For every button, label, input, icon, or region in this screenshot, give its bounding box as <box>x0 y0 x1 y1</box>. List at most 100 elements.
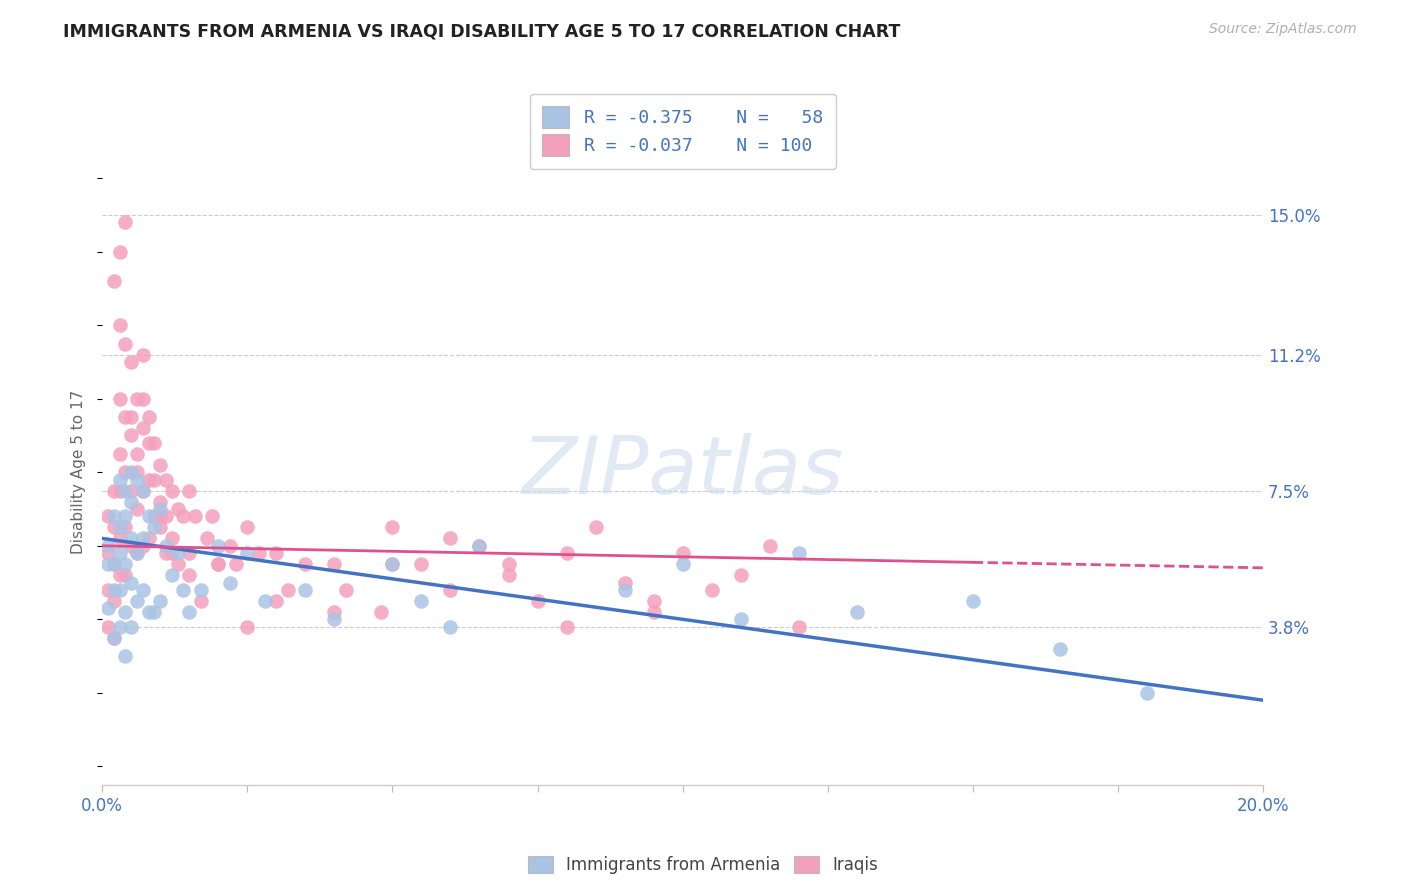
Point <box>207 557 229 571</box>
Point <box>125 546 148 560</box>
Point <box>179 568 201 582</box>
Point <box>97 539 120 553</box>
Point <box>120 539 142 553</box>
Point <box>585 520 607 534</box>
Point <box>179 483 201 498</box>
Point <box>1136 686 1159 700</box>
Point <box>143 473 166 487</box>
Point <box>132 582 155 597</box>
Point <box>498 557 520 571</box>
Point <box>108 546 131 560</box>
Point <box>160 568 183 582</box>
Point <box>160 532 183 546</box>
Point <box>143 509 166 524</box>
Point <box>97 620 120 634</box>
Point <box>103 483 125 498</box>
Point <box>323 557 346 571</box>
Point <box>108 520 131 534</box>
Point <box>103 509 125 524</box>
Point <box>236 620 259 634</box>
Point <box>266 594 288 608</box>
Point <box>190 594 212 608</box>
Point <box>253 594 276 608</box>
Point <box>125 594 148 608</box>
Point <box>730 612 752 626</box>
Point <box>845 605 868 619</box>
Point <box>108 582 131 597</box>
Point <box>166 557 188 571</box>
Point <box>155 509 177 524</box>
Point <box>323 612 346 626</box>
Point <box>236 520 259 534</box>
Point <box>166 546 188 560</box>
Point <box>219 575 242 590</box>
Point <box>149 594 172 608</box>
Point <box>132 392 155 406</box>
Text: ZIPatlas: ZIPatlas <box>522 434 844 511</box>
Point <box>787 620 810 634</box>
Point <box>103 520 125 534</box>
Point <box>730 568 752 582</box>
Point <box>149 494 172 508</box>
Point <box>114 215 136 229</box>
Point <box>108 318 131 333</box>
Point <box>103 582 125 597</box>
Point <box>160 546 183 560</box>
Point <box>381 520 404 534</box>
Point <box>758 539 780 553</box>
Text: Source: ZipAtlas.com: Source: ZipAtlas.com <box>1209 22 1357 37</box>
Point <box>468 539 491 553</box>
Point <box>103 557 125 571</box>
Point <box>277 582 299 597</box>
Point <box>120 355 142 369</box>
Point <box>120 620 142 634</box>
Point <box>125 502 148 516</box>
Legend: R = -0.375    N =   58, R = -0.037    N = 100: R = -0.375 N = 58, R = -0.037 N = 100 <box>530 94 835 169</box>
Point <box>132 421 155 435</box>
Point <box>184 509 207 524</box>
Point <box>138 473 160 487</box>
Point <box>294 582 316 597</box>
Point <box>411 557 433 571</box>
Point <box>1049 641 1071 656</box>
Point <box>149 502 172 516</box>
Point <box>149 520 172 534</box>
Legend: Immigrants from Armenia, Iraqis: Immigrants from Armenia, Iraqis <box>523 851 883 880</box>
Point <box>155 539 177 553</box>
Point <box>108 568 131 582</box>
Point <box>97 601 120 615</box>
Point <box>498 568 520 582</box>
Point <box>114 520 136 534</box>
Point <box>555 546 578 560</box>
Point <box>120 494 142 508</box>
Point <box>439 532 461 546</box>
Point <box>132 539 155 553</box>
Point <box>149 458 172 472</box>
Point <box>125 447 148 461</box>
Point <box>114 336 136 351</box>
Point <box>526 594 548 608</box>
Point <box>120 410 142 425</box>
Point <box>97 546 120 560</box>
Point <box>125 546 148 560</box>
Point <box>225 557 247 571</box>
Point <box>143 605 166 619</box>
Point <box>138 509 160 524</box>
Point <box>201 509 224 524</box>
Point <box>411 594 433 608</box>
Point <box>114 465 136 479</box>
Point <box>155 473 177 487</box>
Point <box>120 532 142 546</box>
Text: IMMIGRANTS FROM ARMENIA VS IRAQI DISABILITY AGE 5 TO 17 CORRELATION CHART: IMMIGRANTS FROM ARMENIA VS IRAQI DISABIL… <box>63 22 901 40</box>
Point <box>166 502 188 516</box>
Point <box>190 582 212 597</box>
Point <box>195 532 218 546</box>
Point <box>132 348 155 362</box>
Point <box>236 546 259 560</box>
Point <box>700 582 723 597</box>
Point <box>108 244 131 259</box>
Point <box>103 631 125 645</box>
Point <box>207 557 229 571</box>
Point <box>266 546 288 560</box>
Point <box>125 465 148 479</box>
